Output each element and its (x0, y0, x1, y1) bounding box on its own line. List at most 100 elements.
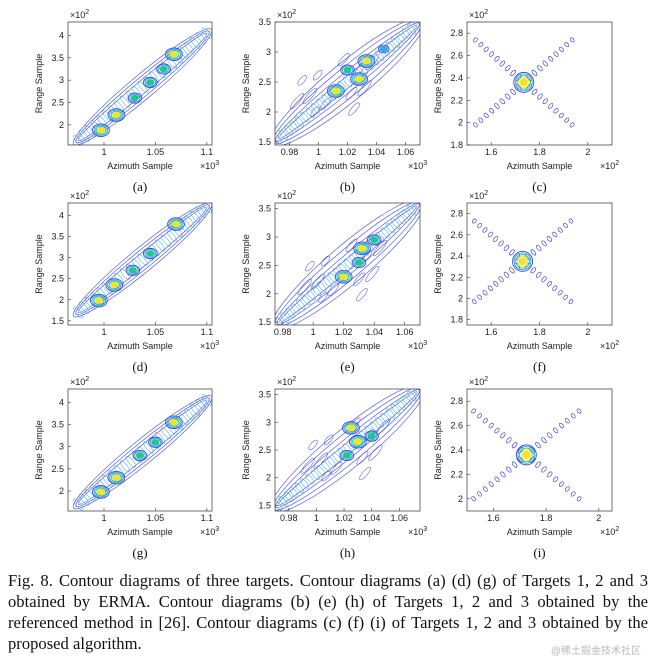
contour-arm-ripple (535, 461, 541, 468)
contour-envelope (275, 203, 420, 325)
contour-peak (92, 485, 110, 499)
contour-ripple (284, 125, 294, 136)
y-tick-label: 2.5 (51, 464, 64, 474)
contour-peak (107, 279, 122, 291)
contour-ripple (312, 285, 322, 296)
x-axis-label: Azimuth Sample (507, 341, 573, 351)
contour-peak (354, 259, 363, 266)
contour-arm-ripple (530, 267, 537, 274)
y-tick-label: 3.5 (51, 419, 64, 429)
x-axis-label: Azimuth Sample (507, 527, 573, 537)
contour-peak (165, 415, 183, 430)
x-tick-label: 1.06 (391, 513, 409, 523)
contour-arm-ripple (563, 294, 568, 300)
contour-ripple (143, 441, 154, 454)
x-tick-label: 1.1 (201, 147, 214, 157)
axes-box (67, 388, 213, 512)
contour-peak (105, 278, 124, 292)
watermark: @稀土掘金技术社区 (550, 646, 641, 657)
contour-arm-ripple (541, 437, 547, 444)
contour-sidelobe (321, 471, 331, 482)
contour-arm-ripple (553, 51, 559, 57)
contour-peak (158, 64, 170, 74)
contour-peak (379, 45, 388, 53)
contour-peak (327, 84, 345, 98)
contour-arm-ripple (509, 267, 515, 274)
contour-arm-ripple (487, 231, 493, 238)
contour-arm-ripple (482, 418, 488, 424)
y-tick-label: 2 (458, 494, 463, 504)
contour-arm-ripple (506, 437, 512, 444)
contour-arm-ripple (542, 98, 548, 105)
contour-ripple (401, 28, 411, 39)
contour-peak (339, 449, 355, 462)
contour-peak (353, 258, 365, 267)
y-exponent: ×102 (277, 9, 296, 20)
contour-peak (130, 94, 139, 102)
contour-arm-ripple (557, 290, 563, 296)
contour-ripple (137, 253, 148, 266)
contour-arm-ripple (499, 60, 506, 67)
contour-peak (90, 293, 108, 308)
contour-ripple (380, 227, 390, 238)
contour-ripple (401, 209, 411, 220)
x-tick-label: 1.06 (397, 147, 415, 157)
contour-peak (368, 235, 380, 245)
contour-peak (346, 424, 356, 431)
contour-peak (107, 470, 126, 485)
contour-arm-ripple (564, 42, 570, 48)
contour-peak (170, 219, 182, 229)
contour-arm-ripple (471, 218, 477, 224)
y-tick-label: 2 (458, 118, 463, 128)
y-tick-label: 3 (266, 417, 271, 427)
contour-arm-ripple (473, 37, 478, 43)
contour-peak (148, 436, 163, 448)
contour-ripple (290, 303, 300, 314)
y-axis-label: Range Sample (241, 420, 251, 480)
contour-envelope (77, 206, 208, 313)
y-tick-label: 1.5 (51, 316, 64, 326)
contour-sidelobe (300, 457, 315, 474)
contour-peak (360, 56, 372, 66)
contour-sidelobe (310, 106, 320, 117)
y-axis-label: Range Sample (34, 234, 44, 294)
y-tick-label: 2 (266, 473, 271, 483)
contour-peak (168, 417, 180, 427)
x-tick-label: 1.04 (363, 513, 381, 523)
x-tick-label: 1 (311, 327, 316, 337)
contour-peak (519, 78, 528, 87)
y-tick-label: 3.5 (51, 232, 64, 242)
y-tick-label: 1.8 (450, 140, 463, 150)
x-exponent: ×103 (408, 526, 427, 537)
contour-arm-ripple (541, 240, 547, 247)
y-tick-label: 2 (59, 295, 64, 305)
contour-ripple (195, 206, 207, 218)
contour-peak (341, 65, 354, 75)
contour-peak (339, 273, 348, 280)
contour-ripple (119, 95, 131, 108)
contour-arm-ripple (504, 93, 511, 100)
x-tick-label: 2 (585, 327, 590, 337)
contour-arm-ripple (478, 117, 484, 123)
contour-arm-ripple (471, 408, 476, 414)
contour-arm-ripple (563, 222, 568, 229)
contour-peak (166, 48, 182, 60)
contour-arm-ripple (535, 244, 542, 251)
contour-ripple (166, 229, 177, 242)
contour-sidelobe (357, 80, 372, 97)
subfigure-label: (e) (340, 359, 354, 374)
y-tick-label: 2 (266, 289, 271, 299)
y-tick-label: 3 (59, 253, 64, 263)
contour-ripple (190, 37, 201, 49)
x-exponent: ×102 (600, 160, 619, 171)
contour-peak (345, 423, 357, 433)
y-tick-label: 2.8 (450, 209, 463, 219)
contour-ripple (407, 205, 417, 216)
contour-ripple (369, 421, 379, 432)
contour-ripple (79, 493, 90, 506)
contour-ripple (412, 203, 420, 211)
contour-peak (515, 254, 530, 269)
contour-peak (143, 76, 158, 88)
contour-envelope (75, 30, 210, 144)
contour-arm-ripple (552, 285, 558, 291)
